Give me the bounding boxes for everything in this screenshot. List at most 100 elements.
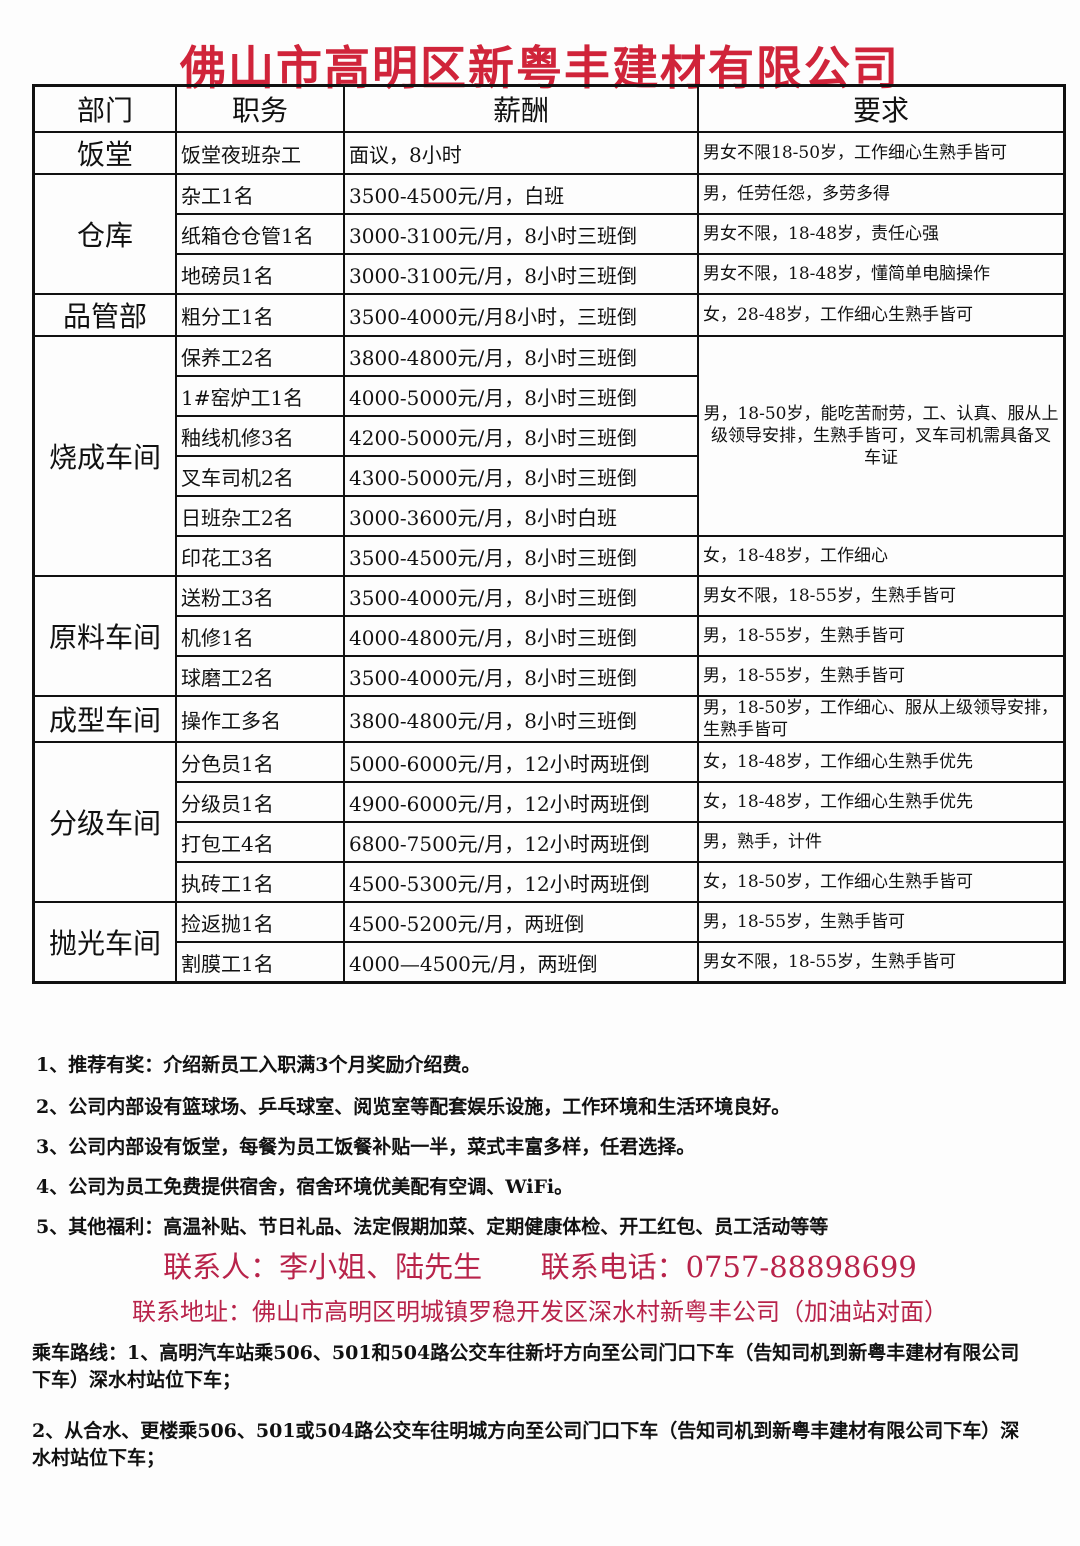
benefit-note: 2、公司内部设有篮球场、乒乓球室、阅览室等配套娱乐设施，工作环境和生活环境良好。 (36, 1096, 791, 1118)
table-row: 品管部 粗分工1名 3500-4000元/月8小时，三班倒 女，28-48岁，工作细心… (32, 293, 1066, 337)
requirement-cell: 女，18-48岁，工作细心 (697, 535, 1066, 577)
table-row: 分级车间 分色员1名 5000-6000元/月，12小时两班倒 女，18-48岁，工作… (32, 741, 1066, 903)
requirement-cell: 男女不限，18-48岁，懂简单电脑操作 (697, 253, 1066, 295)
position-cell: 球磨工2名 (175, 655, 345, 697)
position-cell: 分色员1名 (175, 741, 345, 783)
table-row: 分级员1名 4900-6000元/月，12小时两班倒 女，18-48岁，工作细心生熟… (34, 781, 1066, 823)
position-cell: 操作工多名 (175, 695, 345, 743)
bus-route: 2、从合水、更楼乘506、501或504路公交车往明城方向至公司门口下车（告知司… (32, 1420, 1020, 1469)
header-department: 部门 (32, 84, 177, 133)
requirement-cell: 男女不限18-50岁，工作细心生熟手皆可 (697, 131, 1066, 175)
requirement-cell: 女，18-50岁，工作细心生熟手皆可 (697, 861, 1066, 903)
table-row: 烧成车间 保养工2名 3800-4800元/月，8小时三班倒 男，18-50岁，能吃苦… (32, 335, 1066, 577)
table-row: 抛光车间 捡返抛1名 4500-5200元/月，两班倒 男，18-55岁，生熟手皆可 (32, 901, 1066, 984)
contact-line: 联系人：李小姐、陆先生 联系电话：0757-88898699 (0, 1244, 1080, 1286)
header-position: 职务 (175, 84, 345, 133)
salary-cell: 6800-7500元/月，12小时两班倒 (343, 821, 699, 863)
position-cell: 日班杂工2名 (175, 495, 345, 537)
table-row: 成型车间 操作工多名 3800-4800元/月，8小时三班倒 男，18-50岁，工作细… (32, 695, 1066, 743)
requirement-cell: 男女不限，18-55岁，生熟手皆可 (697, 941, 1066, 984)
shared-requirement-cell: 男，18-50岁，能吃苦耐劳，工、认真、服从上级领导安排，生熟手皆可，叉车司机需… (697, 335, 1066, 537)
position-cell: 打包工4名 (175, 821, 345, 863)
salary-cell: 4000—4500元/月，两班倒 (343, 941, 699, 984)
salary-cell: 3000-3600元/月，8小时白班 (343, 495, 699, 537)
table-row: 执砖工1名 4500-5300元/月，12小时两班倒 女，18-50岁，工作细心生熟… (34, 861, 1066, 903)
table-row: 原料车间 送粉工3名 3500-4000元/月，8小时三班倒 男女不限，18-55岁，… (32, 575, 1066, 697)
position-cell: 饭堂夜班杂工 (175, 131, 345, 175)
salary-cell: 3500-4500元/月，8小时三班倒 (343, 535, 699, 577)
contact-address: 联系地址：佛山市高明区明城镇罗稳开发区深水村新粤丰公司（加油站对面） (132, 1298, 948, 1326)
salary-cell: 3500-4500元/月，白班 (343, 173, 699, 215)
position-cell: 叉车司机2名 (175, 455, 345, 497)
department-cell: 品管部 (32, 293, 177, 337)
salary-cell: 3500-4000元/月，8小时三班倒 (343, 575, 699, 617)
table-row: 日班杂工2名 3000-3600元/月，8小时白班 (34, 495, 1065, 537)
position-cell: 地磅员1名 (175, 253, 345, 295)
department-cell: 分级车间 (32, 741, 177, 903)
table-row: 打包工4名 6800-7500元/月，12小时两班倒 男，熟手，计件 (34, 821, 1066, 863)
salary-cell: 4000-5000元/月，8小时三班倒 (343, 375, 699, 417)
department-cell: 抛光车间 (32, 901, 177, 984)
requirement-cell: 男，熟手，计件 (697, 821, 1066, 863)
requirement-cell: 男女不限，18-48岁，责任心强 (697, 213, 1066, 255)
position-cell: 送粉工3名 (175, 575, 345, 617)
salary-cell: 4500-5200元/月，两班倒 (343, 901, 699, 943)
salary-cell: 面议，8小时 (343, 131, 699, 175)
position-cell: 机修1名 (175, 615, 345, 657)
benefit-note: 1、推荐有奖：介绍新员工入职满3个月奖励介绍费。 (36, 1054, 481, 1076)
benefit-note: 3、公司内部设有饭堂，每餐为员工饭餐补贴一半，菜式丰富多样，任君选择。 (36, 1136, 696, 1158)
position-cell: 杂工1名 (175, 173, 345, 215)
header-requirement: 要求 (697, 84, 1066, 133)
table-row: 纸箱仓仓管1名 3000-3100元/月，8小时三班倒 男女不限，18-48岁，责任… (34, 213, 1066, 255)
position-cell: 纸箱仓仓管1名 (175, 213, 345, 255)
requirement-cell: 女，18-48岁，工作细心生熟手优先 (697, 741, 1066, 783)
table-row: 机修1名 4000-4800元/月，8小时三班倒 男，18-55岁，生熟手皆可 (34, 615, 1066, 657)
table-row: 釉线机修3名 4200-5000元/月，8小时三班倒 (34, 415, 1065, 457)
table-row: 地磅员1名 3000-3100元/月，8小时三班倒 男女不限，18-48岁，懂简单电… (34, 253, 1066, 295)
position-cell: 1#窑炉工1名 (175, 375, 345, 417)
position-cell: 粗分工1名 (175, 293, 345, 337)
requirement-cell: 男，18-55岁，生熟手皆可 (697, 901, 1066, 943)
contact-phone: 联系电话：0757-88898699 (540, 1250, 917, 1284)
salary-cell: 5000-6000元/月，12小时两班倒 (343, 741, 699, 783)
salary-cell: 3500-4000元/月8小时，三班倒 (343, 293, 699, 337)
position-cell: 印花工3名 (175, 535, 345, 577)
table-row: 球磨工2名 3500-4000元/月，8小时三班倒 男，18-55岁，生熟手皆可 (34, 655, 1066, 697)
table-row: 仓库 杂工1名 3500-4500元/月，白班 男，任劳任怨，多劳多得 (32, 173, 1066, 295)
salary-cell: 3000-3100元/月，8小时三班倒 (343, 253, 699, 295)
position-cell: 捡返抛1名 (175, 901, 345, 943)
requirement-cell: 男，18-55岁，生熟手皆可 (697, 655, 1066, 697)
department-cell: 原料车间 (32, 575, 177, 697)
salary-cell: 3000-3100元/月，8小时三班倒 (343, 213, 699, 255)
salary-cell: 3800-4800元/月，8小时三班倒 (343, 695, 699, 743)
requirement-cell: 男，任劳任怨，多劳多得 (697, 173, 1066, 215)
salary-cell: 4300-5000元/月，8小时三班倒 (343, 455, 699, 497)
requirement-cell: 女，18-48岁，工作细心生熟手优先 (697, 781, 1066, 823)
requirement-cell: 女，28-48岁，工作细心生熟手皆可 (697, 293, 1066, 337)
table-row: 割膜工1名 4000—4500元/月，两班倒 男女不限，18-55岁，生熟手皆可 (34, 941, 1066, 984)
jobs-table: 部门 职务 薪酬 要求 饭堂 饭堂夜班杂工 面议，8小时 男女不限18-50岁，工作细… (32, 84, 1066, 984)
salary-cell: 3800-4800元/月，8小时三班倒 (343, 335, 699, 377)
position-cell: 割膜工1名 (175, 941, 345, 984)
benefit-note: 5、其他福利：高温补贴、节日礼品、法定假期加菜、定期健康体检、开工红包、员工活动… (36, 1216, 829, 1238)
position-cell: 釉线机修3名 (175, 415, 345, 457)
salary-cell: 4500-5300元/月，12小时两班倒 (343, 861, 699, 903)
table-row: 印花工3名 3500-4500元/月，8小时三班倒 女，18-48岁，工作细心 (34, 535, 1066, 577)
department-cell: 成型车间 (32, 695, 177, 743)
table-row: 叉车司机2名 4300-5000元/月，8小时三班倒 (34, 455, 1065, 497)
table-row: 1#窑炉工1名 4000-5000元/月，8小时三班倒 (34, 375, 1065, 417)
position-cell: 执砖工1名 (175, 861, 345, 903)
salary-cell: 3500-4000元/月，8小时三班倒 (343, 655, 699, 697)
benefit-note: 4、公司为员工免费提供宿舍，宿舍环境优美配有空调、WiFi。 (36, 1176, 574, 1198)
bus-route: 乘车路线：1、高明汽车站乘506、501和504路公交车往新圩方向至公司门口下车… (32, 1342, 1020, 1391)
position-cell: 分级员1名 (175, 781, 345, 823)
requirement-cell: 男女不限，18-55岁，生熟手皆可 (697, 575, 1066, 617)
department-cell: 仓库 (32, 173, 177, 295)
header-salary: 薪酬 (343, 84, 699, 133)
contact-person: 联系人：李小姐、陆先生 (163, 1250, 483, 1284)
requirement-cell: 男，18-55岁，生熟手皆可 (697, 615, 1066, 657)
department-cell: 饭堂 (32, 131, 177, 175)
salary-cell: 4900-6000元/月，12小时两班倒 (343, 781, 699, 823)
requirement-cell: 男，18-50岁，工作细心、服从上级领导安排，生熟手皆可 (697, 695, 1066, 743)
salary-cell: 4200-5000元/月，8小时三班倒 (343, 415, 699, 457)
